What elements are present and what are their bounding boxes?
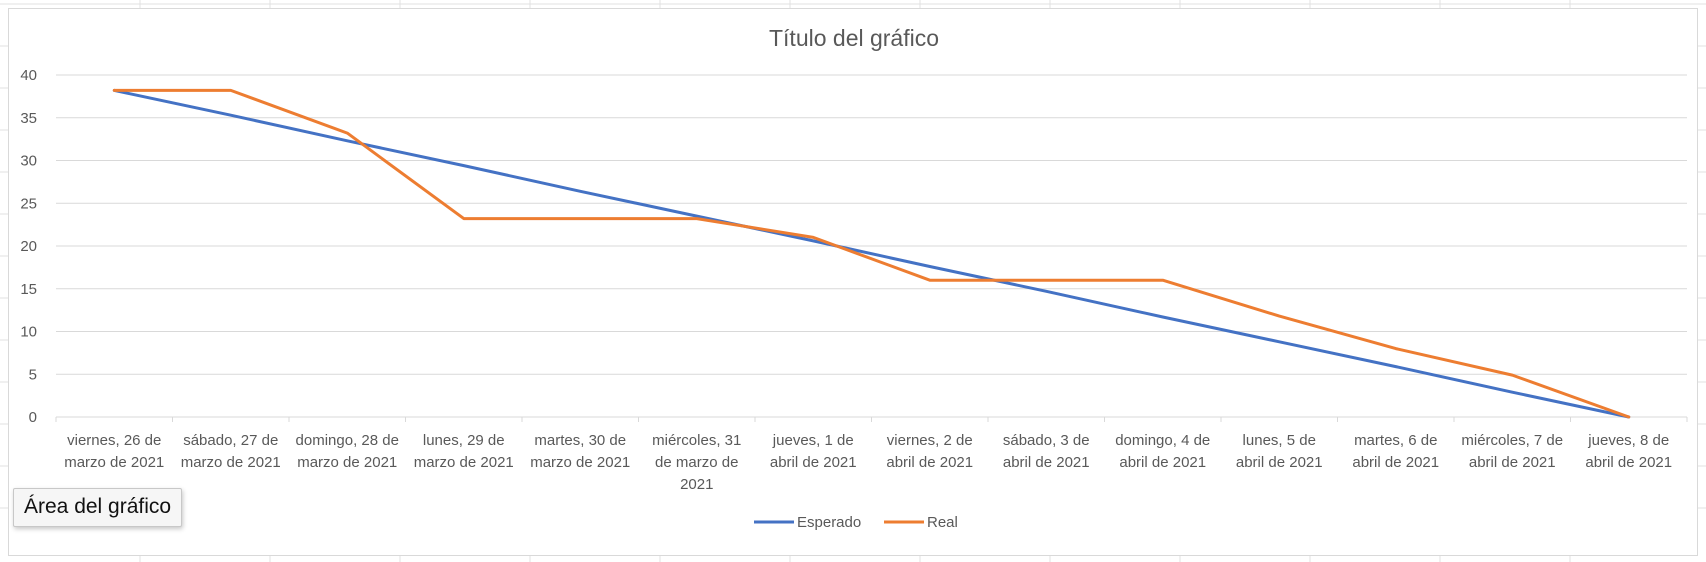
- x-category-label-line: miércoles, 7 de: [1461, 432, 1563, 449]
- x-category-label-line: viernes, 2 de: [887, 432, 973, 449]
- data-point-esperado[interactable]: [1276, 338, 1283, 345]
- line-chart[interactable]: Título del gráfico 0 5 10 15 20 25 30 35 40 vier…: [9, 9, 1699, 557]
- legend[interactable]: Esperado Real: [754, 514, 958, 531]
- x-category-label: lunes, 5 de abril de 2021: [1236, 432, 1323, 471]
- x-category-label-line: abril de 2021: [1003, 454, 1090, 471]
- x-category-label-line: domingo, 4 de: [1115, 432, 1210, 449]
- data-point-real[interactable]: [111, 87, 118, 94]
- y-tick-label: 20: [20, 238, 37, 255]
- y-tick-label: 30: [20, 153, 37, 170]
- legend-label-esperado[interactable]: Esperado: [797, 514, 861, 531]
- data-point-esperado[interactable]: [227, 112, 234, 119]
- x-category-label-line: sábado, 3 de: [1003, 432, 1090, 449]
- plot-area-series[interactable]: [111, 87, 1633, 421]
- data-point-esperado[interactable]: [1392, 363, 1399, 370]
- x-category-label-line: abril de 2021: [1352, 454, 1439, 471]
- y-tick-label: 10: [20, 324, 37, 341]
- y-tick-label: 5: [29, 366, 37, 383]
- x-category-label-line: 2021: [680, 476, 713, 493]
- data-point-real[interactable]: [1276, 313, 1283, 320]
- data-point-real[interactable]: [926, 277, 933, 284]
- data-point-esperado[interactable]: [344, 137, 351, 144]
- x-category-label: domingo, 28 de marzo de 2021: [296, 432, 399, 471]
- data-point-esperado[interactable]: [460, 162, 467, 169]
- x-category-label-line: jueves, 8 de: [1587, 432, 1669, 449]
- x-category-label: viernes, 26 de marzo de 2021: [64, 432, 164, 471]
- data-point-real[interactable]: [1392, 345, 1399, 352]
- x-category-label: viernes, 2 de abril de 2021: [886, 432, 973, 471]
- x-category-label-line: marzo de 2021: [530, 454, 630, 471]
- data-point-esperado[interactable]: [926, 263, 933, 270]
- y-axis-tick-labels[interactable]: 0 5 10 15 20 25 30 35 40: [20, 67, 37, 426]
- x-category-label-line: domingo, 28 de: [296, 432, 399, 449]
- x-category-label-line: sábado, 27 de: [183, 432, 278, 449]
- chart-area[interactable]: Título del gráfico 0 5 10 15 20 25 30 35 40 vier…: [8, 8, 1698, 556]
- data-point-real[interactable]: [344, 130, 351, 137]
- series-line-real[interactable]: [112, 88, 1631, 419]
- data-point-real[interactable]: [1509, 372, 1516, 379]
- chart-element-tooltip: Área del gráfico: [13, 488, 183, 527]
- x-category-label-line: lunes, 5 de: [1243, 432, 1316, 449]
- data-point-real[interactable]: [1625, 414, 1632, 421]
- x-category-label-line: de marzo de: [655, 454, 738, 471]
- x-category-label-line: martes, 30 de: [534, 432, 626, 449]
- x-category-label: jueves, 8 de abril de 2021: [1585, 432, 1672, 471]
- x-category-label: martes, 30 de marzo de 2021: [530, 432, 630, 471]
- x-category-label-line: abril de 2021: [770, 454, 857, 471]
- x-category-label-line: jueves, 1 de: [772, 432, 854, 449]
- x-category-label-line: martes, 6 de: [1354, 432, 1437, 449]
- x-category-label-line: abril de 2021: [1119, 454, 1206, 471]
- x-category-label-line: miércoles, 31: [652, 432, 741, 449]
- data-point-real[interactable]: [227, 87, 234, 94]
- x-category-label-line: marzo de 2021: [414, 454, 514, 471]
- x-category-label-line: marzo de 2021: [64, 454, 164, 471]
- x-category-label-line: abril de 2021: [1236, 454, 1323, 471]
- legend-label-real[interactable]: Real: [927, 514, 958, 531]
- x-category-label: domingo, 4 de abril de 2021: [1115, 432, 1210, 471]
- y-tick-label: 25: [20, 195, 37, 212]
- data-point-real[interactable]: [810, 234, 817, 241]
- series-line-esperado[interactable]: [112, 88, 1631, 419]
- data-point-real[interactable]: [1043, 277, 1050, 284]
- gridlines: [56, 74, 1687, 418]
- x-category-label-line: abril de 2021: [1469, 454, 1556, 471]
- data-point-esperado[interactable]: [1509, 389, 1516, 396]
- data-point-esperado[interactable]: [1043, 288, 1050, 295]
- chart-title[interactable]: Título del gráfico: [769, 25, 939, 51]
- data-point-esperado[interactable]: [577, 188, 584, 195]
- x-category-label: martes, 6 de abril de 2021: [1352, 432, 1439, 471]
- x-category-label: lunes, 29 de marzo de 2021: [414, 432, 514, 471]
- y-tick-label: 40: [20, 67, 37, 84]
- x-category-label: miércoles, 31 de marzo de 2021: [652, 432, 741, 493]
- data-point-real[interactable]: [577, 215, 584, 222]
- y-tick-label: 35: [20, 110, 37, 127]
- x-category-label: sábado, 27 de marzo de 2021: [181, 432, 281, 471]
- x-category-label-line: marzo de 2021: [297, 454, 397, 471]
- data-point-real[interactable]: [693, 215, 700, 222]
- x-category-label: jueves, 1 de abril de 2021: [770, 432, 857, 471]
- x-category-label: sábado, 3 de abril de 2021: [1003, 432, 1090, 471]
- y-tick-label: 0: [29, 409, 37, 426]
- data-point-real[interactable]: [1159, 277, 1166, 284]
- x-category-label-line: lunes, 29 de: [423, 432, 505, 449]
- data-point-real[interactable]: [460, 215, 467, 222]
- x-category-label-line: abril de 2021: [886, 454, 973, 471]
- x-category-label: miércoles, 7 de abril de 2021: [1461, 432, 1563, 471]
- x-category-label-line: marzo de 2021: [181, 454, 281, 471]
- data-point-esperado[interactable]: [1159, 313, 1166, 320]
- y-tick-label: 15: [20, 281, 37, 298]
- x-category-label-line: abril de 2021: [1585, 454, 1672, 471]
- x-category-label-line: viernes, 26 de: [67, 432, 161, 449]
